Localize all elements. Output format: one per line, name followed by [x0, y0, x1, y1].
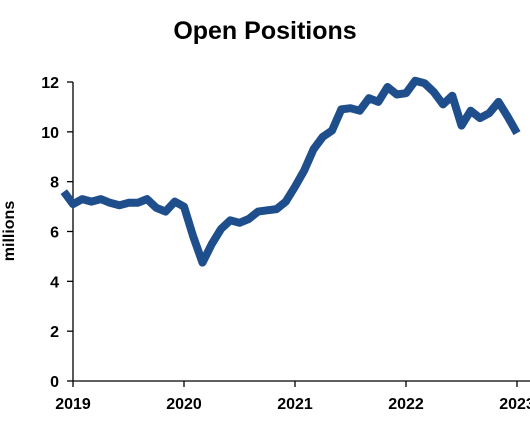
series-line-1 [60, 76, 521, 267]
y-tick-label: 0 [50, 374, 59, 391]
y-tick-label: 4 [50, 274, 59, 291]
x-tick-label: 2022 [388, 396, 424, 413]
y-tick-label: 6 [50, 225, 59, 242]
y-tick-label: 2 [50, 324, 59, 341]
x-tick-label: 2020 [166, 396, 202, 413]
y-axis-label: millions [1, 201, 18, 262]
x-axis-ticks: 2019 2020 2021 2022 2023 [55, 381, 530, 413]
chart-title: Open Positions [173, 17, 356, 45]
series-layer [60, 76, 521, 267]
y-tick-label: 12 [41, 75, 59, 92]
y-tick-label: 10 [41, 125, 59, 142]
x-tick-label: 2023 [499, 396, 530, 413]
x-tick-label: 2019 [55, 396, 91, 413]
y-axis-ticks: 0 2 4 6 8 10 12 [41, 75, 73, 391]
y-tick-label: 8 [50, 175, 59, 192]
x-tick-label: 2021 [277, 396, 313, 413]
